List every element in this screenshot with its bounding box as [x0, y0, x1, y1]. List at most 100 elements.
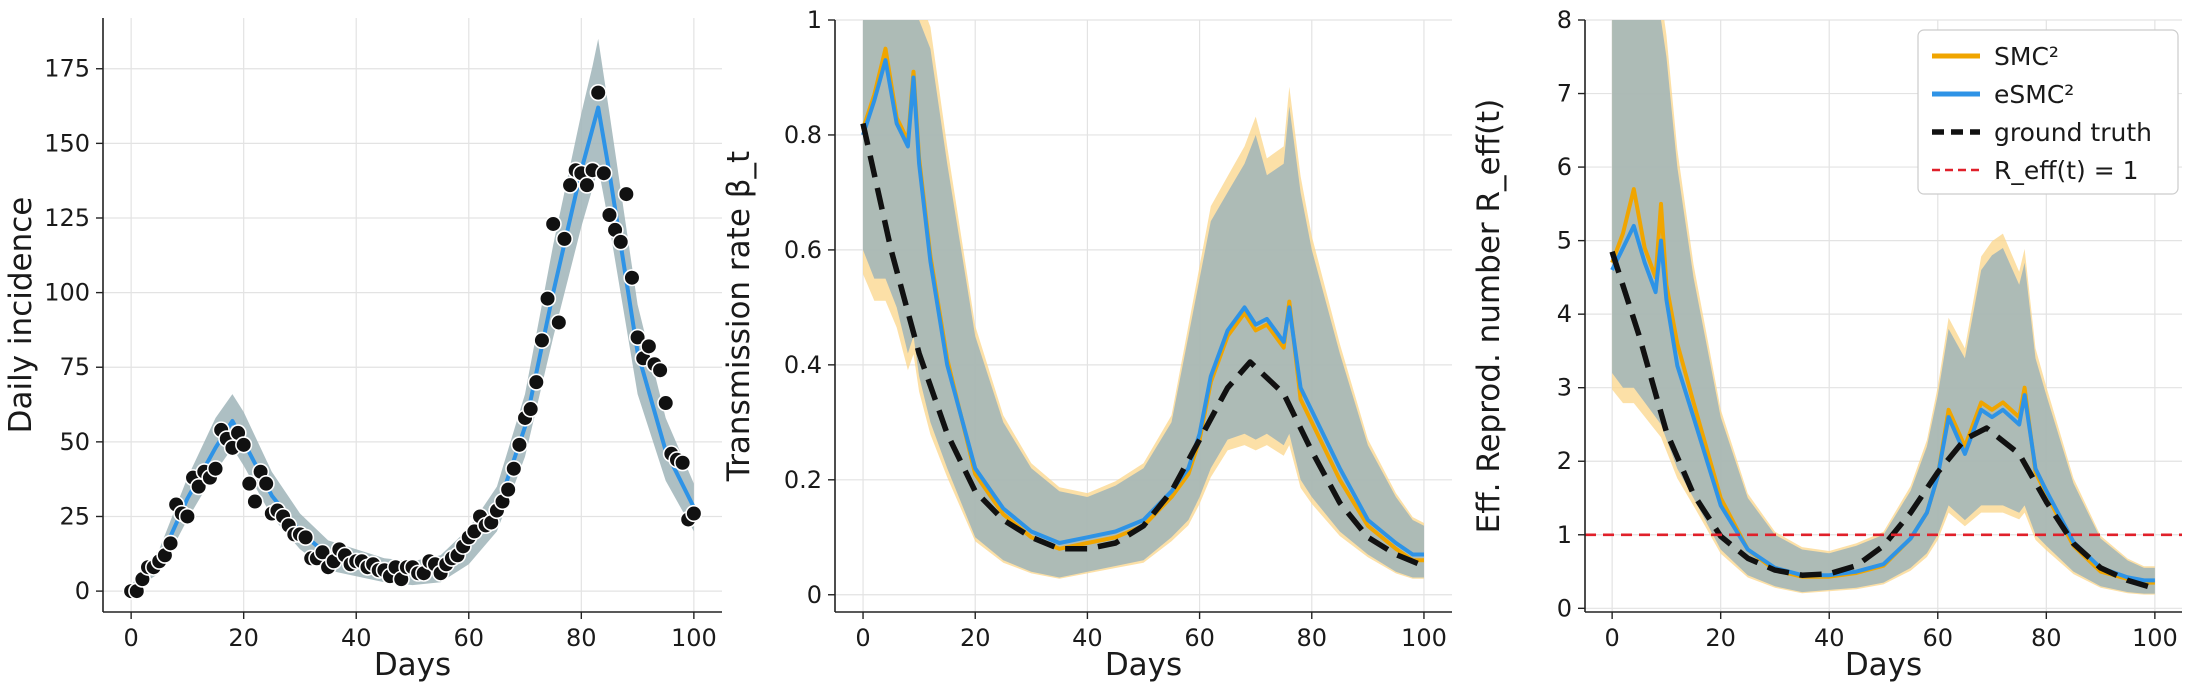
- y-tick-label: 4: [1557, 300, 1572, 328]
- y-tick-label: 6: [1557, 153, 1572, 181]
- ground-truth-line: [860, 122, 1426, 569]
- x-axis-title: Days: [1845, 647, 1922, 683]
- x-tick-label: 80: [1296, 624, 1327, 652]
- x-tick-labels: 0 20 40 60 80 100: [123, 612, 717, 652]
- y-tick-label: 0.4: [784, 351, 822, 379]
- observed-point: [296, 528, 315, 546]
- observed-point: [522, 400, 540, 418]
- esmc2-mean-line: [861, 58, 1424, 557]
- observed-point: [505, 460, 523, 478]
- y-tick-label: 125: [44, 204, 90, 232]
- y-tick-labels: 0 25 50 75 100 125 150 175: [44, 55, 103, 605]
- x-tick-label: 60: [1184, 624, 1215, 652]
- observed-point: [190, 478, 208, 496]
- x-tick-label: 100: [2132, 624, 2178, 652]
- x-tick-label: 20: [1705, 624, 1736, 652]
- legend-box: [1917, 29, 2179, 195]
- y-tick-label: 50: [59, 428, 90, 456]
- x-tick-label: 60: [453, 624, 484, 652]
- y-tick-label: 175: [44, 55, 90, 83]
- y-tick-label: 2: [1557, 447, 1572, 475]
- observed-point: [240, 475, 258, 493]
- y-tick-labels: 0 0.2 0.4 0.6 0.8 1: [784, 6, 835, 609]
- x-tick-label: 40: [1072, 624, 1103, 652]
- observed-point: [246, 492, 264, 511]
- x-tick-label: 60: [1922, 624, 1953, 652]
- incidence-panel: 0 20 40 60 80 100 0 25 50 75 100 125 150 175 Days Daily…: [3, 18, 722, 683]
- y-tick-label: 3: [1557, 374, 1572, 402]
- x-tick-label: 80: [566, 624, 597, 652]
- esmc2-credible-band: [1612, 20, 2155, 594]
- x-tick-label: 20: [228, 624, 259, 652]
- plot-area: [122, 38, 703, 600]
- y-tick-label: 5: [1557, 227, 1572, 255]
- ground-truth-line: [1609, 250, 2156, 592]
- x-tick-label: 80: [2031, 624, 2062, 652]
- y-tick-label: 0.2: [784, 466, 822, 494]
- observed-point: [612, 233, 630, 251]
- observed-point: [595, 164, 613, 182]
- observed-point: [600, 206, 619, 224]
- y-axis-title: Transmission rate β_t: [721, 151, 757, 482]
- y-tick-label: 0.6: [784, 236, 822, 264]
- x-tick-label: 100: [1401, 624, 1447, 652]
- esmc2-mean-line: [1610, 223, 2155, 583]
- x-tick-label: 40: [341, 624, 372, 652]
- observed-point: [533, 331, 551, 349]
- reproduction-number-panel: 0 20 40 60 80 100 0 1 2 3 4 5 6 7 8 Days Eff. Reprod. nu…: [1471, 6, 2182, 683]
- esmc2-credible-band: [863, 20, 1424, 578]
- x-tick-label: 20: [960, 624, 991, 652]
- x-axis-title: Days: [1105, 647, 1182, 683]
- observed-point: [555, 230, 574, 248]
- y-tick-label: 8: [1557, 6, 1572, 34]
- legend-label-smc2: SMC²: [1994, 42, 2059, 71]
- observed-point: [657, 394, 675, 412]
- y-tick-label: 100: [44, 279, 90, 307]
- legend-label-esmc2: eSMC²: [1994, 80, 2074, 109]
- observed-point: [617, 185, 635, 203]
- observed-point: [651, 361, 669, 379]
- observed-point: [550, 313, 568, 332]
- observed-point: [206, 460, 225, 478]
- observed-point: [685, 504, 703, 523]
- observed-point: [544, 215, 562, 233]
- x-tick-label: 100: [671, 624, 717, 652]
- legend: SMC² eSMC² ground truth R_eff(t) = 1: [1917, 29, 2179, 195]
- legend-label-reff-one: R_eff(t) = 1: [1994, 156, 2139, 185]
- y-tick-label: 0: [1557, 594, 1572, 622]
- observed-point: [161, 534, 180, 552]
- x-tick-label: 0: [855, 624, 870, 652]
- x-tick-label: 0: [123, 624, 138, 652]
- observed-markers: [122, 84, 703, 600]
- observed-point: [640, 337, 658, 355]
- y-tick-label: 0: [807, 581, 822, 609]
- y-tick-label: 150: [44, 129, 90, 157]
- observed-point: [578, 176, 596, 194]
- observed-point: [257, 475, 275, 493]
- observed-point: [674, 454, 692, 472]
- plot-area: [1585, 20, 2182, 595]
- legend-label-ground-truth: ground truth: [1994, 118, 2152, 147]
- y-tick-label: 1: [1557, 521, 1572, 549]
- x-tick-label: 40: [1814, 624, 1845, 652]
- observed-point: [527, 373, 545, 391]
- observed-point: [561, 176, 579, 194]
- observed-point: [628, 328, 647, 346]
- y-tick-label: 75: [59, 353, 90, 381]
- x-axis-title: Days: [374, 647, 451, 683]
- observed-point: [178, 507, 197, 526]
- plot-area: [860, 20, 1426, 579]
- observed-point: [235, 436, 253, 454]
- y-axis-title: Eff. Reprod. number R_eff(t): [1471, 99, 1507, 534]
- observed-point: [589, 84, 607, 102]
- observed-point: [499, 481, 517, 499]
- observed-point: [313, 543, 332, 561]
- y-tick-label: 1: [807, 6, 822, 34]
- y-axis-title: Daily incidence: [3, 197, 39, 434]
- transmission-rate-panel: 0 20 40 60 80 100 0 0.2 0.4 0.6 0.8 1 Days Transmissi…: [721, 6, 1452, 683]
- y-tick-label: 25: [59, 502, 90, 530]
- observed-point: [623, 269, 641, 287]
- observed-point: [510, 436, 529, 454]
- y-tick-labels: 0 1 2 3 4 5 6 7 8: [1557, 6, 1585, 622]
